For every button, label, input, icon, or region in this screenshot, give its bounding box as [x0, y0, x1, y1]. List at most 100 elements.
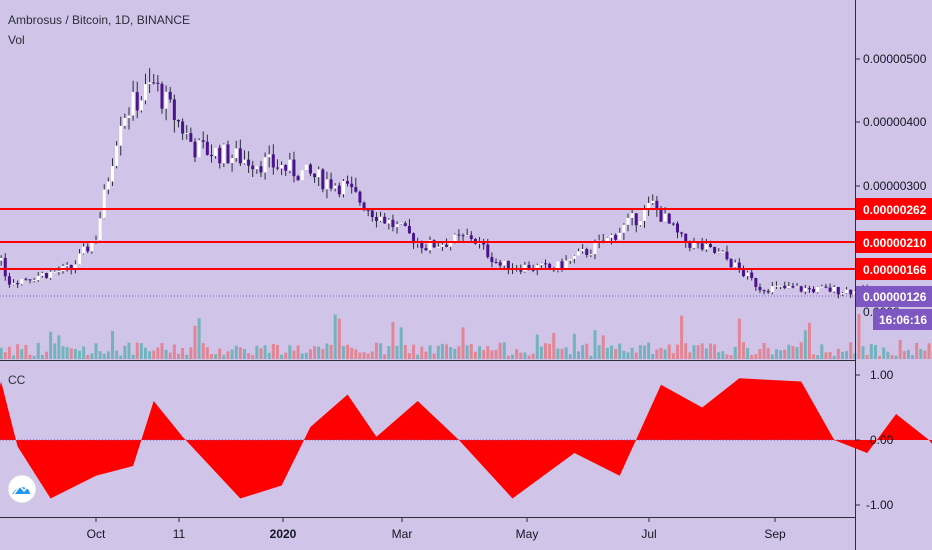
indicator-axis[interactable]: 1.00 0.00 -1.00	[855, 368, 894, 512]
candle-body	[770, 286, 774, 293]
candle-body	[403, 223, 407, 226]
price-axis[interactable]: 0.00000500 0.00000400 0.00000300 0.0000	[855, 52, 927, 319]
volume-bar	[358, 352, 362, 359]
volume-bar	[168, 352, 172, 359]
candle-body	[57, 271, 61, 273]
candle-body	[370, 210, 374, 217]
volume-bar	[799, 342, 803, 359]
candle-body	[585, 249, 589, 255]
volume-bar	[333, 314, 337, 359]
volume-bar	[898, 339, 902, 359]
volume-bar	[577, 351, 581, 359]
candle-body	[605, 237, 609, 244]
candle-body	[440, 244, 444, 247]
volume-bar	[263, 345, 267, 359]
volume-bar	[511, 354, 515, 359]
symbol-title[interactable]: Ambrosus / Bitcoin, 1D, BINANCE	[8, 13, 190, 27]
volume-bar	[486, 346, 490, 359]
volume-bar	[531, 353, 535, 359]
time-axis[interactable]: Oct 11 2020 Mar May Jul Sep	[87, 517, 786, 541]
candle-body	[362, 202, 366, 210]
candle-body	[626, 217, 630, 225]
current-price-tag	[856, 286, 932, 307]
volume-bar	[135, 342, 139, 359]
volume-bar	[181, 348, 185, 359]
volume-bar	[680, 315, 684, 359]
volume-bar	[878, 355, 882, 359]
volume-bar	[544, 343, 548, 359]
candle-body	[201, 140, 205, 142]
volume-bar	[218, 348, 222, 359]
candle-body	[234, 148, 238, 158]
volume-bar	[787, 344, 791, 359]
candle-body	[663, 213, 667, 222]
volume-bar	[234, 345, 238, 359]
volume-bar	[597, 345, 601, 359]
volume-bar	[618, 343, 622, 359]
tradingview-logo-icon[interactable]	[7, 474, 37, 504]
candle-body	[168, 91, 172, 100]
volume-bar	[131, 354, 135, 359]
candle-body	[610, 234, 613, 238]
candle-body	[181, 121, 185, 134]
candle-body	[614, 234, 618, 240]
volume-bar	[7, 346, 11, 359]
candle-body	[449, 242, 453, 247]
volume-bar	[700, 343, 704, 359]
volume-legend[interactable]: Vol	[8, 33, 25, 47]
time-tick-mar: Mar	[392, 527, 413, 541]
volume-bar	[671, 353, 675, 359]
candle-body	[86, 246, 90, 252]
candle-body	[110, 166, 114, 182]
level-tag-2-text: 0.00000210	[863, 236, 927, 250]
candle-body	[40, 273, 44, 276]
volume-bar	[523, 352, 527, 359]
volume-bar	[255, 345, 259, 359]
candle-body	[560, 261, 564, 269]
candle-body	[383, 216, 387, 224]
volume-bar	[280, 354, 284, 359]
candle-body	[209, 154, 213, 157]
candle-body	[152, 82, 156, 84]
volume-bar	[78, 350, 82, 359]
volume-bar	[152, 350, 156, 359]
candle-body	[238, 148, 242, 164]
volume-bar	[160, 343, 164, 359]
candle-body	[816, 286, 820, 293]
volume-bar	[449, 347, 453, 359]
volume-bar	[139, 343, 143, 359]
candle-body	[53, 271, 57, 273]
time-tick-sep: Sep	[764, 527, 786, 541]
volume-bar	[886, 351, 890, 359]
volume-bar	[416, 354, 420, 359]
candle-body	[589, 254, 593, 256]
volume-bar	[585, 343, 589, 359]
candle-body	[445, 244, 449, 247]
candle-body	[667, 213, 671, 224]
candle-body	[119, 125, 123, 146]
volume-bar	[387, 346, 391, 359]
candle-body	[684, 233, 688, 243]
volume-bar	[478, 346, 482, 359]
candle-body	[436, 246, 440, 248]
volume-bar	[284, 352, 288, 359]
candle-body	[556, 261, 560, 271]
volume-bar	[94, 343, 98, 359]
volume-bar	[807, 322, 811, 359]
volume-bar	[230, 349, 234, 359]
candle-body	[160, 83, 164, 109]
candle-body	[308, 164, 312, 174]
indicator-legend[interactable]: CC	[8, 373, 26, 387]
volume-bar	[746, 348, 750, 359]
volume-bar	[667, 344, 671, 359]
volume-bar	[890, 355, 894, 359]
candle-body	[581, 249, 585, 252]
candle-body	[164, 91, 168, 109]
volume-bar	[774, 349, 778, 359]
candle-body	[321, 169, 325, 190]
candle-body	[482, 242, 486, 245]
candle-body	[671, 223, 675, 225]
volume-bar	[610, 345, 613, 359]
